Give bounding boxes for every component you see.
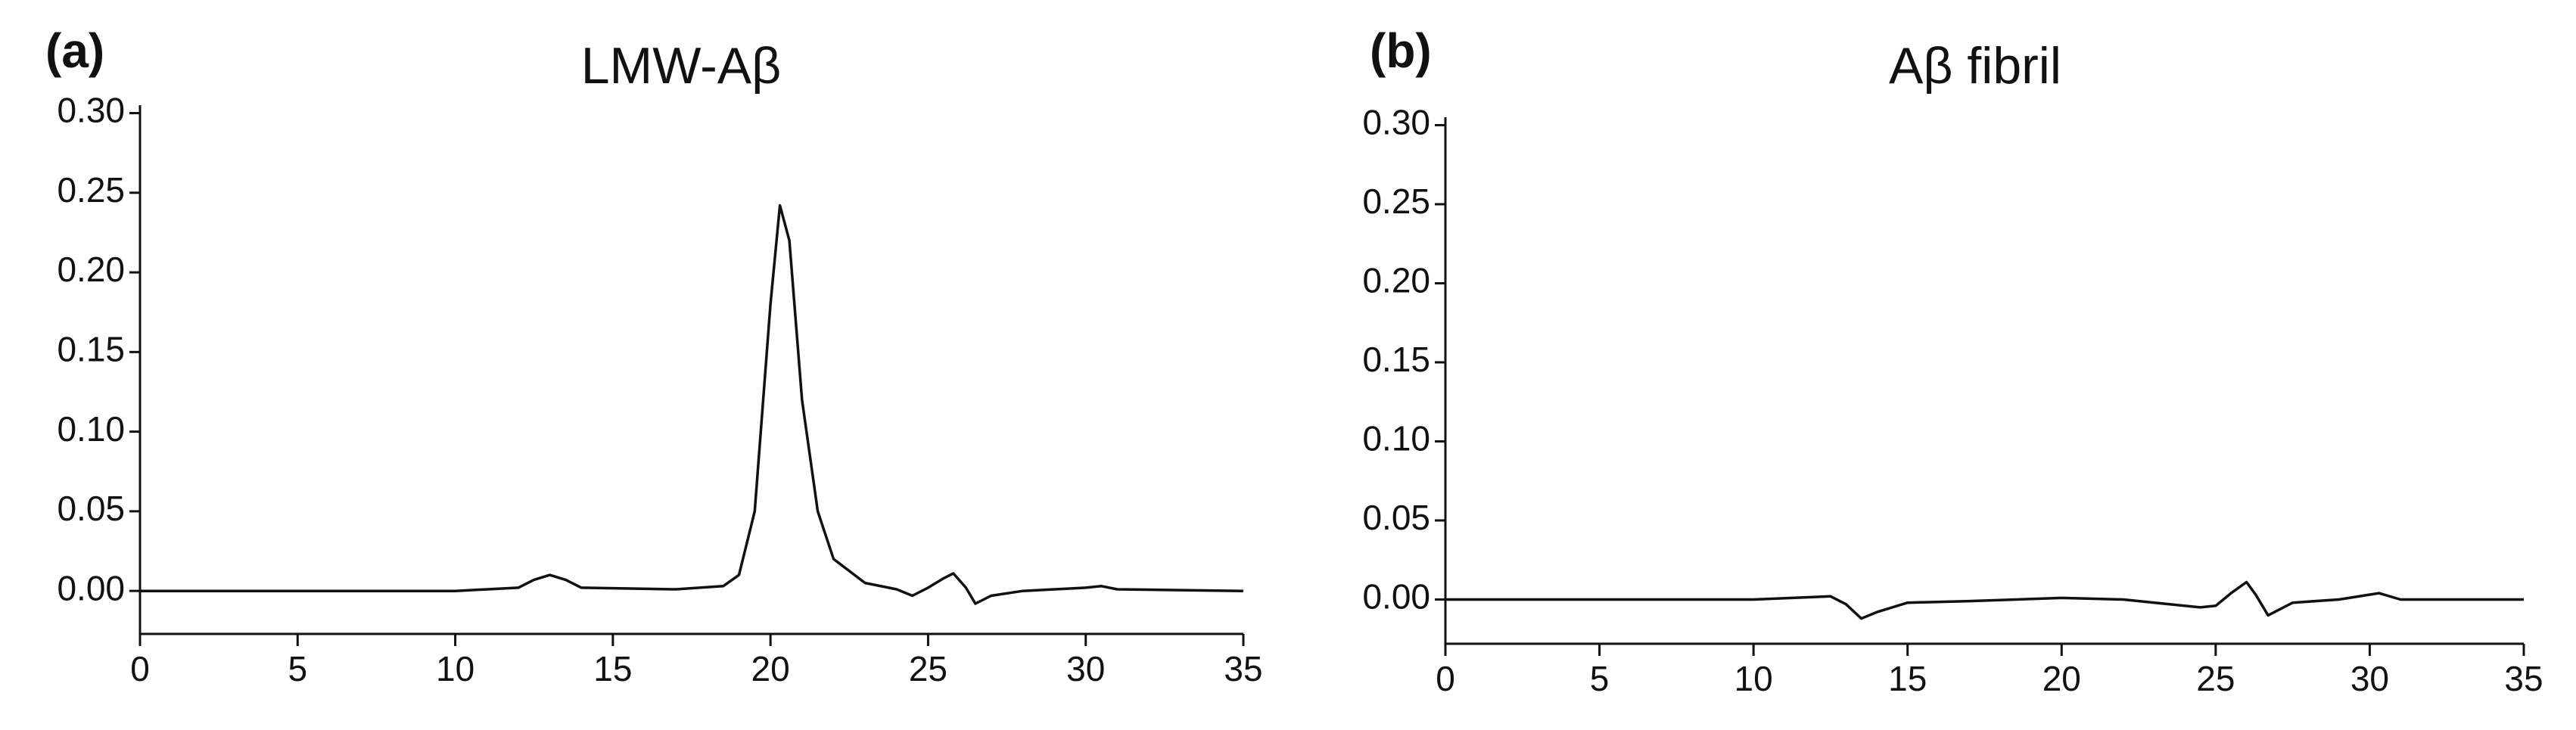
y-tick-label: 0.20 xyxy=(57,250,125,289)
data-line xyxy=(140,203,1244,605)
y-tick-label: 0.05 xyxy=(1362,498,1430,537)
x-tick-label: 0 xyxy=(130,649,150,688)
x-tick-label: 25 xyxy=(909,649,947,688)
y-tick-label: 0.10 xyxy=(1362,419,1430,458)
x-tick-label: 10 xyxy=(1734,659,1773,698)
x-tick-label: 30 xyxy=(2350,659,2389,698)
y-tick-label: 0.25 xyxy=(57,170,125,210)
x-tick-label: 30 xyxy=(1066,649,1105,688)
x-tick-label: 35 xyxy=(1224,649,1262,688)
data-line xyxy=(1445,580,2524,620)
x-tick-label: 20 xyxy=(2042,659,2081,698)
x-tick-label: 15 xyxy=(1888,659,1927,698)
y-tick-label: 0.15 xyxy=(1362,340,1430,379)
x-tick-label: 5 xyxy=(288,649,307,688)
y-tick-label: 0.05 xyxy=(57,489,125,528)
x-tick-label: 20 xyxy=(751,649,790,688)
chart-title: LMW-Aβ xyxy=(581,37,782,95)
x-tick-label: 10 xyxy=(436,649,474,688)
panel-label: (a) xyxy=(45,23,104,78)
chart-title: Aβ fibril xyxy=(1889,37,2061,95)
y-tick-label: 0.25 xyxy=(1362,182,1430,221)
y-tick-label: 0.00 xyxy=(57,568,125,607)
y-tick-label: 0.10 xyxy=(57,409,125,449)
x-tick-label: 0 xyxy=(1436,659,1455,698)
y-tick-label: 0.30 xyxy=(57,91,125,130)
y-tick-label: 0.30 xyxy=(1362,103,1430,142)
y-tick-label: 0.00 xyxy=(1362,577,1430,617)
x-tick-label: 35 xyxy=(2504,659,2543,698)
y-tick-label: 0.20 xyxy=(1362,261,1430,300)
x-tick-label: 5 xyxy=(1590,659,1610,698)
x-tick-label: 25 xyxy=(2196,659,2235,698)
panel-label: (b) xyxy=(1370,23,1432,78)
x-tick-label: 15 xyxy=(593,649,632,688)
y-tick-label: 0.15 xyxy=(57,329,125,368)
